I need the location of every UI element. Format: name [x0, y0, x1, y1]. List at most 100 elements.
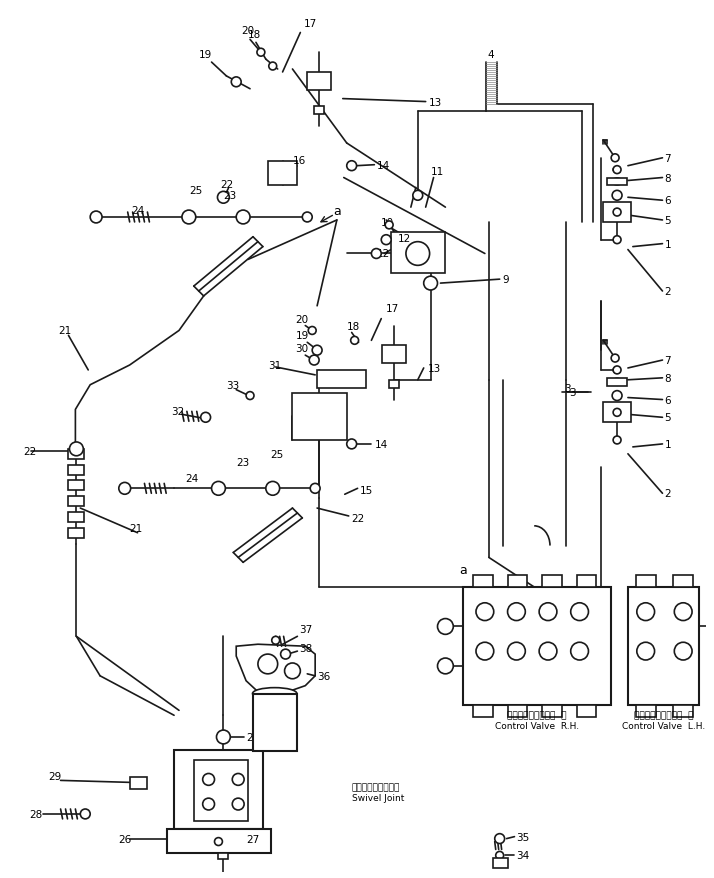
Circle shape: [611, 155, 619, 162]
Text: 7: 7: [665, 356, 671, 365]
Circle shape: [232, 798, 244, 810]
Text: 22: 22: [246, 732, 259, 742]
Circle shape: [476, 643, 494, 660]
Circle shape: [570, 643, 588, 660]
Text: 37: 37: [299, 625, 313, 635]
Text: 22: 22: [23, 446, 36, 457]
Text: 6: 6: [665, 196, 671, 206]
Bar: [317, 371, 366, 388]
Text: 5: 5: [665, 413, 671, 423]
Bar: [673, 706, 693, 717]
Text: 33: 33: [226, 380, 240, 391]
Bar: [130, 778, 147, 789]
Circle shape: [347, 162, 356, 171]
Bar: [636, 575, 655, 587]
Bar: [542, 706, 562, 717]
Text: a: a: [459, 563, 467, 576]
Text: 7: 7: [665, 154, 671, 163]
Text: 21: 21: [130, 523, 143, 533]
Text: 6: 6: [665, 395, 671, 405]
Text: 24: 24: [185, 474, 198, 484]
Text: 13: 13: [428, 97, 442, 107]
Circle shape: [312, 346, 322, 356]
Text: a: a: [333, 205, 341, 218]
Circle shape: [80, 810, 90, 819]
Text: 25: 25: [270, 450, 283, 459]
Circle shape: [406, 242, 430, 266]
Bar: [473, 706, 493, 717]
Text: 12: 12: [398, 234, 411, 243]
Circle shape: [611, 355, 619, 363]
Text: 3: 3: [569, 387, 575, 397]
Polygon shape: [236, 644, 315, 694]
Circle shape: [386, 221, 393, 229]
Bar: [542, 575, 562, 587]
Bar: [167, 829, 271, 853]
Bar: [382, 346, 406, 363]
Circle shape: [69, 443, 84, 457]
Circle shape: [201, 413, 211, 422]
Circle shape: [203, 774, 214, 786]
Text: Swivel Joint: Swivel Joint: [352, 793, 404, 802]
Text: 23: 23: [223, 191, 236, 201]
Bar: [603, 403, 631, 422]
Circle shape: [423, 277, 438, 291]
Circle shape: [438, 619, 453, 635]
Circle shape: [257, 49, 265, 57]
Text: 16: 16: [293, 155, 306, 166]
Bar: [673, 575, 693, 587]
Circle shape: [613, 167, 621, 175]
Text: 14: 14: [374, 439, 388, 450]
Text: コントロールバルブ  左: コントロールバルブ 左: [634, 711, 693, 720]
Text: 28: 28: [29, 809, 42, 819]
Circle shape: [268, 63, 276, 71]
Bar: [218, 853, 228, 860]
Circle shape: [258, 654, 278, 674]
Circle shape: [539, 603, 557, 621]
Circle shape: [308, 327, 316, 335]
Bar: [314, 107, 324, 115]
Bar: [463, 587, 611, 706]
Text: 32: 32: [171, 407, 184, 417]
Circle shape: [476, 603, 494, 621]
Text: 8: 8: [665, 173, 671, 184]
Text: 24: 24: [131, 205, 145, 216]
Bar: [69, 529, 84, 538]
Text: 30: 30: [296, 344, 308, 354]
Circle shape: [508, 603, 526, 621]
Circle shape: [309, 356, 319, 365]
Bar: [174, 750, 263, 829]
Bar: [473, 575, 493, 587]
Circle shape: [211, 482, 226, 496]
Text: Control Valve  L.H.: Control Valve L.H.: [622, 721, 705, 730]
Text: 22: 22: [221, 180, 233, 191]
Bar: [253, 694, 298, 751]
Bar: [69, 513, 84, 522]
Bar: [493, 859, 508, 868]
Bar: [268, 162, 298, 186]
Circle shape: [637, 643, 655, 660]
Circle shape: [119, 483, 131, 494]
Text: 3: 3: [564, 384, 570, 393]
Text: 14: 14: [376, 161, 390, 170]
Circle shape: [236, 211, 250, 225]
Text: 23: 23: [236, 457, 249, 467]
Text: 4: 4: [488, 50, 495, 60]
Circle shape: [496, 852, 503, 860]
Circle shape: [570, 603, 588, 621]
Circle shape: [613, 236, 621, 244]
Bar: [69, 450, 84, 459]
Ellipse shape: [253, 687, 297, 700]
Text: 2: 2: [665, 286, 671, 297]
Circle shape: [674, 603, 692, 621]
Bar: [293, 393, 347, 441]
Circle shape: [216, 730, 231, 744]
Text: 20: 20: [241, 25, 254, 35]
Text: 13: 13: [428, 363, 441, 373]
Circle shape: [508, 643, 526, 660]
Circle shape: [231, 78, 241, 88]
Text: 22: 22: [352, 514, 365, 523]
Bar: [389, 380, 399, 388]
Circle shape: [613, 436, 621, 444]
Bar: [69, 481, 84, 491]
